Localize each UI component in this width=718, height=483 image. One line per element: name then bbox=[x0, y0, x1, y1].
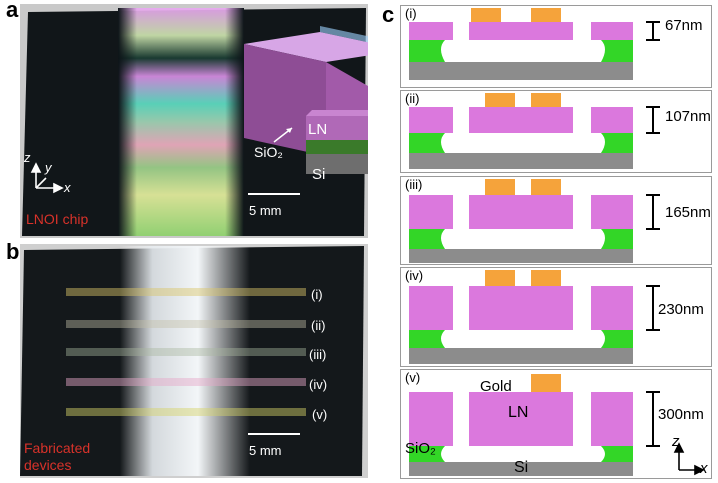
case-label-ii: (ii) bbox=[405, 91, 420, 106]
case-frame-iv bbox=[400, 267, 712, 367]
sio2-layer-label: SiO₂ bbox=[254, 144, 283, 160]
case-frame-ii bbox=[400, 90, 712, 173]
axes-icon-c bbox=[673, 442, 705, 476]
case-frame-i bbox=[400, 5, 712, 88]
sio2-label: SiO₂ bbox=[405, 440, 436, 457]
scale-label-a: 5 mm bbox=[249, 203, 282, 218]
axis-y-label-a: y bbox=[45, 160, 52, 175]
axis-x-label-c: x bbox=[700, 460, 708, 477]
cross-section-ii bbox=[409, 93, 660, 169]
case-label-i: (i) bbox=[405, 6, 417, 21]
cross-section-iv bbox=[409, 270, 660, 364]
case-label-iii: (iii) bbox=[405, 177, 423, 192]
row-label-i: (i) bbox=[311, 287, 323, 302]
thickness-label-i: 67nm bbox=[665, 17, 703, 34]
ln-label: LN bbox=[508, 404, 529, 421]
row-label-iii: (iii) bbox=[309, 347, 327, 362]
case-label-iv: (iv) bbox=[405, 268, 424, 283]
row-label-ii: (ii) bbox=[311, 318, 326, 333]
lnoi-chip-photo bbox=[20, 4, 368, 238]
si-label: Si bbox=[514, 459, 529, 476]
cross-section-v bbox=[409, 374, 705, 476]
device-array bbox=[66, 288, 306, 416]
row-label-iv: (iv) bbox=[309, 377, 328, 392]
case-frame-v bbox=[400, 369, 712, 479]
fabricated-devices-photo bbox=[20, 244, 368, 478]
layer-stack-diagram bbox=[244, 26, 368, 174]
panel-a-letter: a bbox=[6, 0, 19, 22]
axis-z-label-a: z bbox=[24, 150, 31, 165]
thickness-label-iii: 165nm bbox=[665, 204, 711, 221]
ln-layer-label: LN bbox=[308, 121, 328, 138]
cross-section-i bbox=[409, 8, 660, 80]
lnoi-chip-image bbox=[20, 4, 368, 238]
case-frame-iii bbox=[400, 176, 712, 265]
row-label-v: (v) bbox=[312, 407, 328, 422]
panel-b-letter: b bbox=[6, 239, 20, 264]
gold-label: Gold bbox=[480, 378, 512, 395]
scale-label-b: 5 mm bbox=[249, 443, 282, 458]
fabricated-caption-line1: Fabricated bbox=[24, 440, 91, 456]
lnoi-chip-label: LNOI chip bbox=[26, 211, 89, 227]
cross-section-iii bbox=[409, 179, 660, 263]
fabricated-caption-line2: devices bbox=[24, 457, 72, 473]
panel-c-letter: c bbox=[382, 2, 395, 27]
thickness-label-ii: 107nm bbox=[665, 108, 711, 125]
axes-icon-a bbox=[30, 162, 64, 194]
thickness-label-iv: 230nm bbox=[658, 301, 704, 318]
axis-x-label-a: x bbox=[64, 180, 71, 195]
si-layer-label: Si bbox=[312, 166, 326, 183]
axis-z-label-c: z bbox=[672, 433, 680, 450]
case-label-v: (v) bbox=[405, 370, 421, 385]
fabricated-devices-image bbox=[20, 244, 368, 478]
thickness-label-v: 300nm bbox=[658, 406, 704, 423]
